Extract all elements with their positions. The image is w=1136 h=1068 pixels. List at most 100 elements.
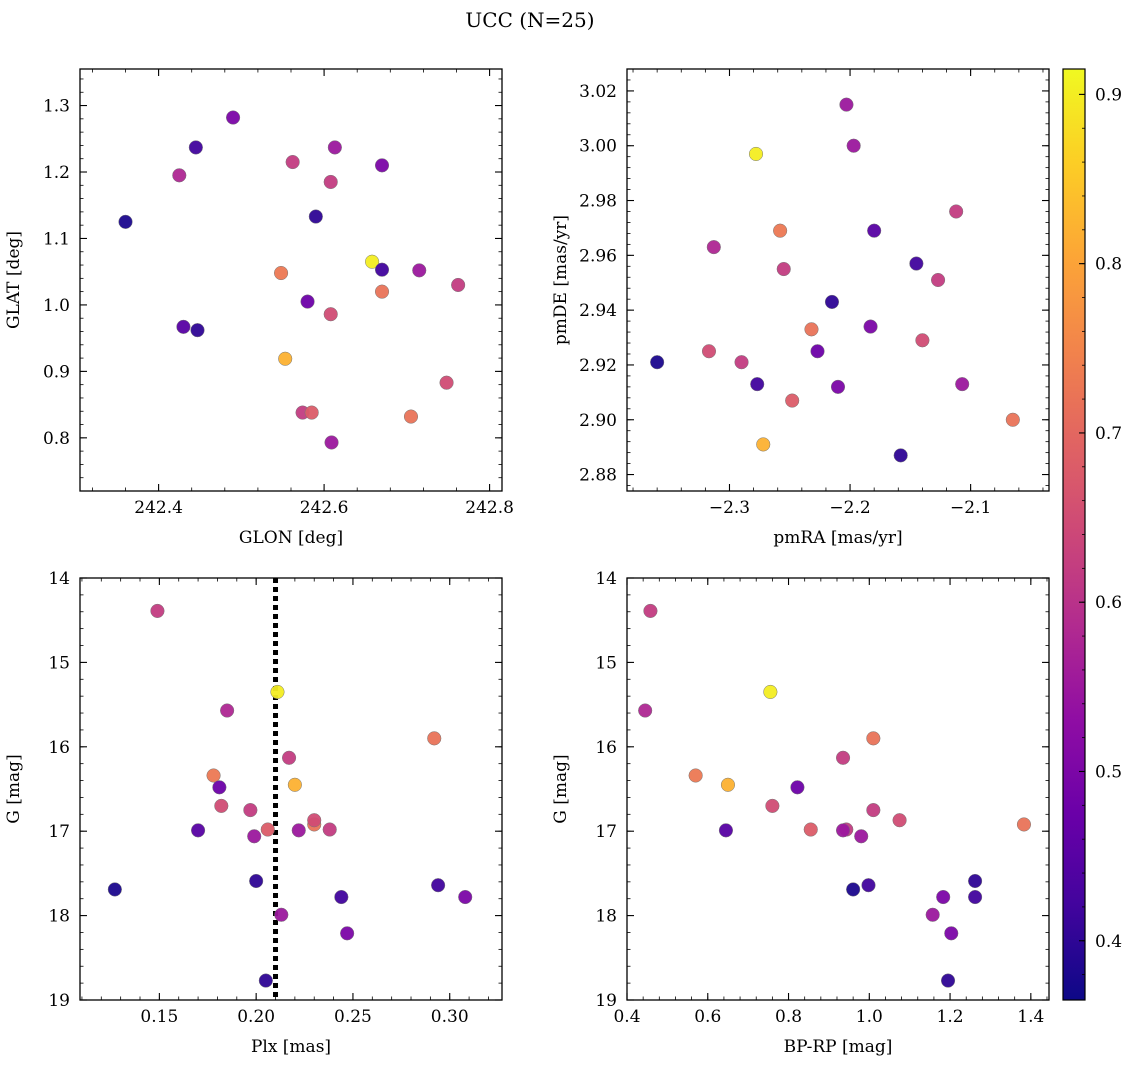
scatter-point	[274, 907, 289, 922]
y-tick-label: 2.88	[579, 466, 617, 486]
y-tick-label: 16	[48, 738, 70, 758]
colorbar-tick-label: 0.4	[1095, 932, 1122, 952]
scatter-point	[765, 798, 780, 813]
figure-title: UCC (N=25)	[465, 8, 594, 32]
scatter-point	[748, 146, 764, 161]
scatter-point	[340, 926, 355, 941]
y-tick-label: 18	[595, 907, 617, 927]
scatter-point	[214, 798, 229, 813]
x-tick-label: 0.25	[334, 1007, 372, 1027]
y-tick-label: 16	[595, 738, 617, 758]
scatter-point	[785, 393, 800, 408]
scatter-point	[804, 322, 819, 337]
scatter-point	[258, 973, 273, 988]
scatter-point	[866, 731, 881, 746]
scatter-point	[374, 262, 390, 277]
scatter-point	[706, 240, 721, 255]
x-tick-label: 242.8	[465, 498, 514, 518]
scatter-point	[249, 873, 264, 889]
scatter-point	[701, 344, 717, 359]
scatter-point	[830, 379, 846, 394]
scatter-point	[936, 889, 951, 905]
scatter-point	[835, 823, 851, 838]
scatter-point	[403, 409, 419, 424]
scatter-point	[220, 703, 235, 718]
scatter-point	[925, 907, 940, 922]
y-tick-label: 2.90	[579, 411, 617, 431]
scatter-point	[118, 214, 133, 229]
scatter-point	[243, 803, 258, 818]
scatter-point	[285, 154, 300, 170]
x-tick-label: 0.20	[237, 1007, 275, 1027]
scatter-point	[643, 603, 658, 618]
scatter-point	[1016, 817, 1032, 832]
scatter-point	[688, 768, 703, 783]
x-tick-label: −2.1	[950, 498, 991, 518]
scatter-point	[365, 254, 380, 269]
x-tick-label: 0.8	[775, 1007, 802, 1027]
scatter-point	[839, 97, 854, 112]
scatter-point	[291, 823, 306, 838]
scatter-point	[323, 307, 338, 322]
scatter-point	[458, 889, 473, 905]
scatter-point	[374, 158, 390, 173]
scatter-point	[861, 878, 876, 893]
scatter-point	[427, 731, 442, 746]
plot-frame	[626, 68, 1050, 492]
scatter-point	[940, 973, 956, 988]
scatter-point	[374, 284, 390, 299]
scatter-point	[909, 256, 924, 271]
scatter-point	[188, 140, 203, 155]
scatter-point	[650, 355, 665, 370]
x-tick-label: 1.4	[1017, 1007, 1044, 1027]
scatter-point	[866, 803, 881, 818]
colorbar-tick-label: 0.9	[1095, 85, 1122, 105]
scatter-point	[327, 140, 342, 155]
scatter-point	[451, 277, 466, 293]
x-tick-label: 0.15	[140, 1007, 178, 1027]
scatter-point	[968, 889, 983, 905]
x-tick-label: −2.2	[829, 498, 870, 518]
scatter-point	[212, 780, 227, 795]
scatter-point	[226, 110, 241, 125]
color-magnitude-panel: BP-RP [mag] G [mag] 0.4 0.6 0.8 1.0 1.2 1.4 14…	[551, 569, 1050, 1057]
plot-frame	[626, 577, 1050, 1001]
scatter-point	[835, 750, 851, 765]
y-axis-label: G [mag]	[4, 754, 24, 823]
scatter-point	[931, 272, 946, 288]
y-tick-label: 3.00	[579, 137, 617, 157]
scatter-point	[270, 684, 285, 699]
scatter-point	[1005, 412, 1020, 427]
scatter-point	[944, 926, 959, 941]
scatter-point	[955, 377, 970, 392]
scatter-point	[172, 168, 187, 183]
scatter-point	[107, 882, 122, 897]
scatter-point	[334, 889, 349, 905]
scatter-point	[287, 777, 302, 792]
scatter-point	[892, 813, 907, 828]
scatter-point	[322, 822, 337, 837]
y-tick-label: 2.96	[579, 246, 617, 266]
colorbar-tick-label: 0.7	[1095, 424, 1122, 444]
scatter-point	[790, 780, 805, 795]
colorbar-tick-label: 0.6	[1095, 593, 1122, 613]
scatter-point	[854, 829, 869, 844]
scatter-point	[282, 750, 297, 765]
scatter-point	[260, 822, 275, 837]
scatter-point	[150, 603, 165, 618]
y-tick-label: 1.0	[43, 296, 70, 316]
plot-frame	[79, 68, 503, 492]
glon-glat-panel: GLON [deg] GLAT [deg] 242.4 242.6 242.8 0.8…	[4, 68, 514, 548]
x-tick-label: 1.2	[937, 1007, 964, 1027]
scatter-point	[915, 333, 930, 348]
scatter-point	[323, 174, 338, 190]
scatter-point	[206, 768, 221, 783]
scatter-point	[824, 294, 840, 309]
scatter-point	[720, 777, 736, 792]
x-axis-label: BP-RP [mag]	[784, 1037, 893, 1057]
x-tick-label: 1.0	[856, 1007, 883, 1027]
scatter-point	[773, 223, 788, 238]
y-tick-label: 14	[48, 569, 70, 589]
y-tick-label: 2.98	[579, 192, 617, 212]
